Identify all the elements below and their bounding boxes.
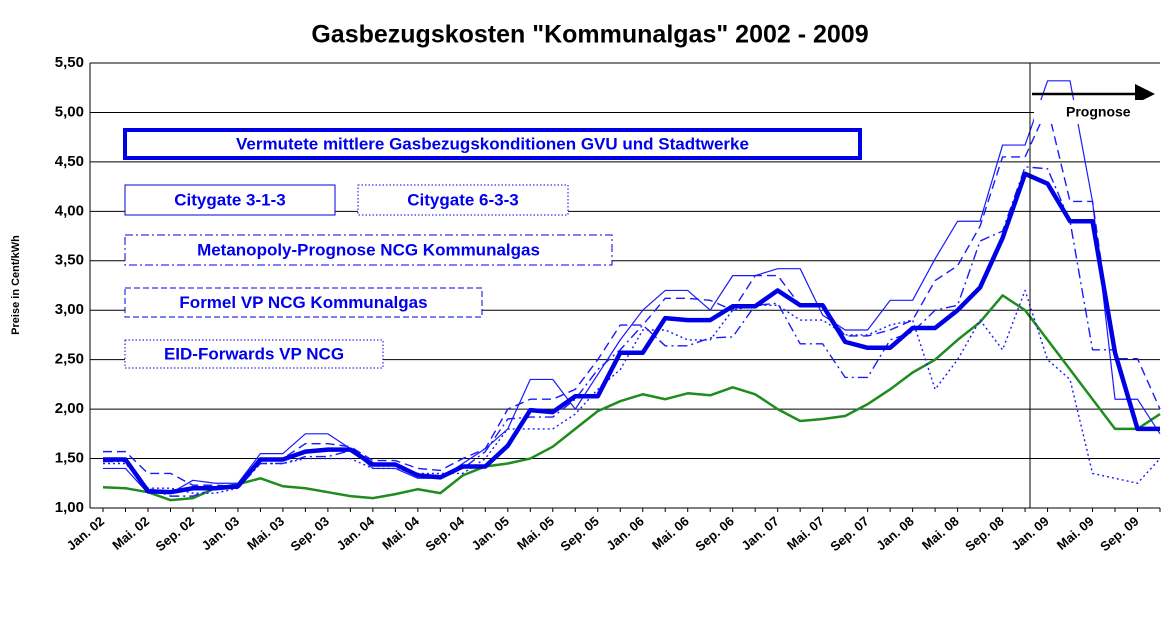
x-tick-label: Mai. 04 xyxy=(379,513,422,553)
plot-lines xyxy=(102,80,1161,502)
x-tick-label: Mai. 03 xyxy=(244,513,287,552)
x-tick-label: Jan. 07 xyxy=(738,513,781,553)
x-tick-label: Mai. 02 xyxy=(109,513,152,552)
x-tick-label: Mai. 08 xyxy=(919,513,962,552)
y-tick-label: 4,50 xyxy=(55,153,84,170)
legend-label: Metanopoly-Prognose NCG Kommunalgas xyxy=(197,240,540,259)
x-tick-label: Jan. 02 xyxy=(64,513,107,553)
legend-label: EID-Forwards VP NCG xyxy=(164,344,344,363)
y-tick-label: 3,00 xyxy=(55,301,84,318)
legend-box xyxy=(124,184,336,216)
y-tick-label: 5,00 xyxy=(55,103,84,120)
legend-label: Vermutete mittlere Gasbezugskonditionen … xyxy=(236,134,749,153)
x-tick-label: Jan. 09 xyxy=(1008,513,1051,553)
y-axis-label: Preise in Cent/kWh xyxy=(10,235,22,335)
legend-box xyxy=(357,184,569,216)
annotation: Prognose xyxy=(1066,104,1131,120)
x-tick-label: Mai. 05 xyxy=(514,513,557,552)
x-tick-label: Jan. 05 xyxy=(469,513,512,553)
x-tick-label: Mai. 07 xyxy=(784,513,827,552)
x-tick-label: Sep. 08 xyxy=(962,513,1007,554)
y-tick-label: 3,50 xyxy=(55,252,84,269)
x-tick-label: Sep. 02 xyxy=(153,513,198,554)
series-line xyxy=(103,80,1161,494)
x-tick-label: Sep. 06 xyxy=(692,513,737,554)
series-line xyxy=(103,171,1160,495)
x-tick-label: Sep. 05 xyxy=(557,513,602,554)
x-tick-label: Sep. 03 xyxy=(288,513,333,554)
legend-label: Formel VP NCG Kommunalgas xyxy=(179,293,427,312)
x-tick-label: Mai. 09 xyxy=(1054,513,1097,552)
legend-box xyxy=(124,234,613,266)
y-tick-label: 1,00 xyxy=(55,499,84,516)
legend: Vermutete mittlere Gasbezugskonditionen … xyxy=(123,128,862,369)
x-tick-label: Sep. 09 xyxy=(1097,513,1142,554)
x-tick-label: Sep. 04 xyxy=(422,513,467,554)
x-tick-label: Jan. 06 xyxy=(603,513,646,553)
x-tick-label: Mai. 06 xyxy=(649,513,692,552)
legend-label: Citygate 3-1-3 xyxy=(174,190,285,209)
series-line xyxy=(103,289,1161,494)
legend-label: Citygate 6-3-3 xyxy=(407,190,518,209)
legend-box xyxy=(123,128,862,160)
y-tick-label: 5,50 xyxy=(55,54,84,71)
x-tick-label: Sep. 07 xyxy=(827,513,872,554)
x-tick-label: Jan. 04 xyxy=(334,513,378,553)
chart-title: Gasbezugskosten "Kommunalgas" 2002 - 200… xyxy=(311,21,868,49)
annotation-box xyxy=(1034,100,1160,124)
x-tick-label: Jan. 03 xyxy=(199,513,242,553)
x-tick-label: Jan. 08 xyxy=(873,513,916,553)
series-line xyxy=(102,294,1161,502)
series-line xyxy=(103,166,1160,497)
legend-box xyxy=(124,287,483,318)
y-tick-label: 1,50 xyxy=(55,450,84,467)
y-tick-label: 2,50 xyxy=(55,351,84,368)
y-tick-label: 2,00 xyxy=(55,400,84,417)
y-tick-label: 4,00 xyxy=(55,202,84,219)
legend-box xyxy=(124,339,384,369)
